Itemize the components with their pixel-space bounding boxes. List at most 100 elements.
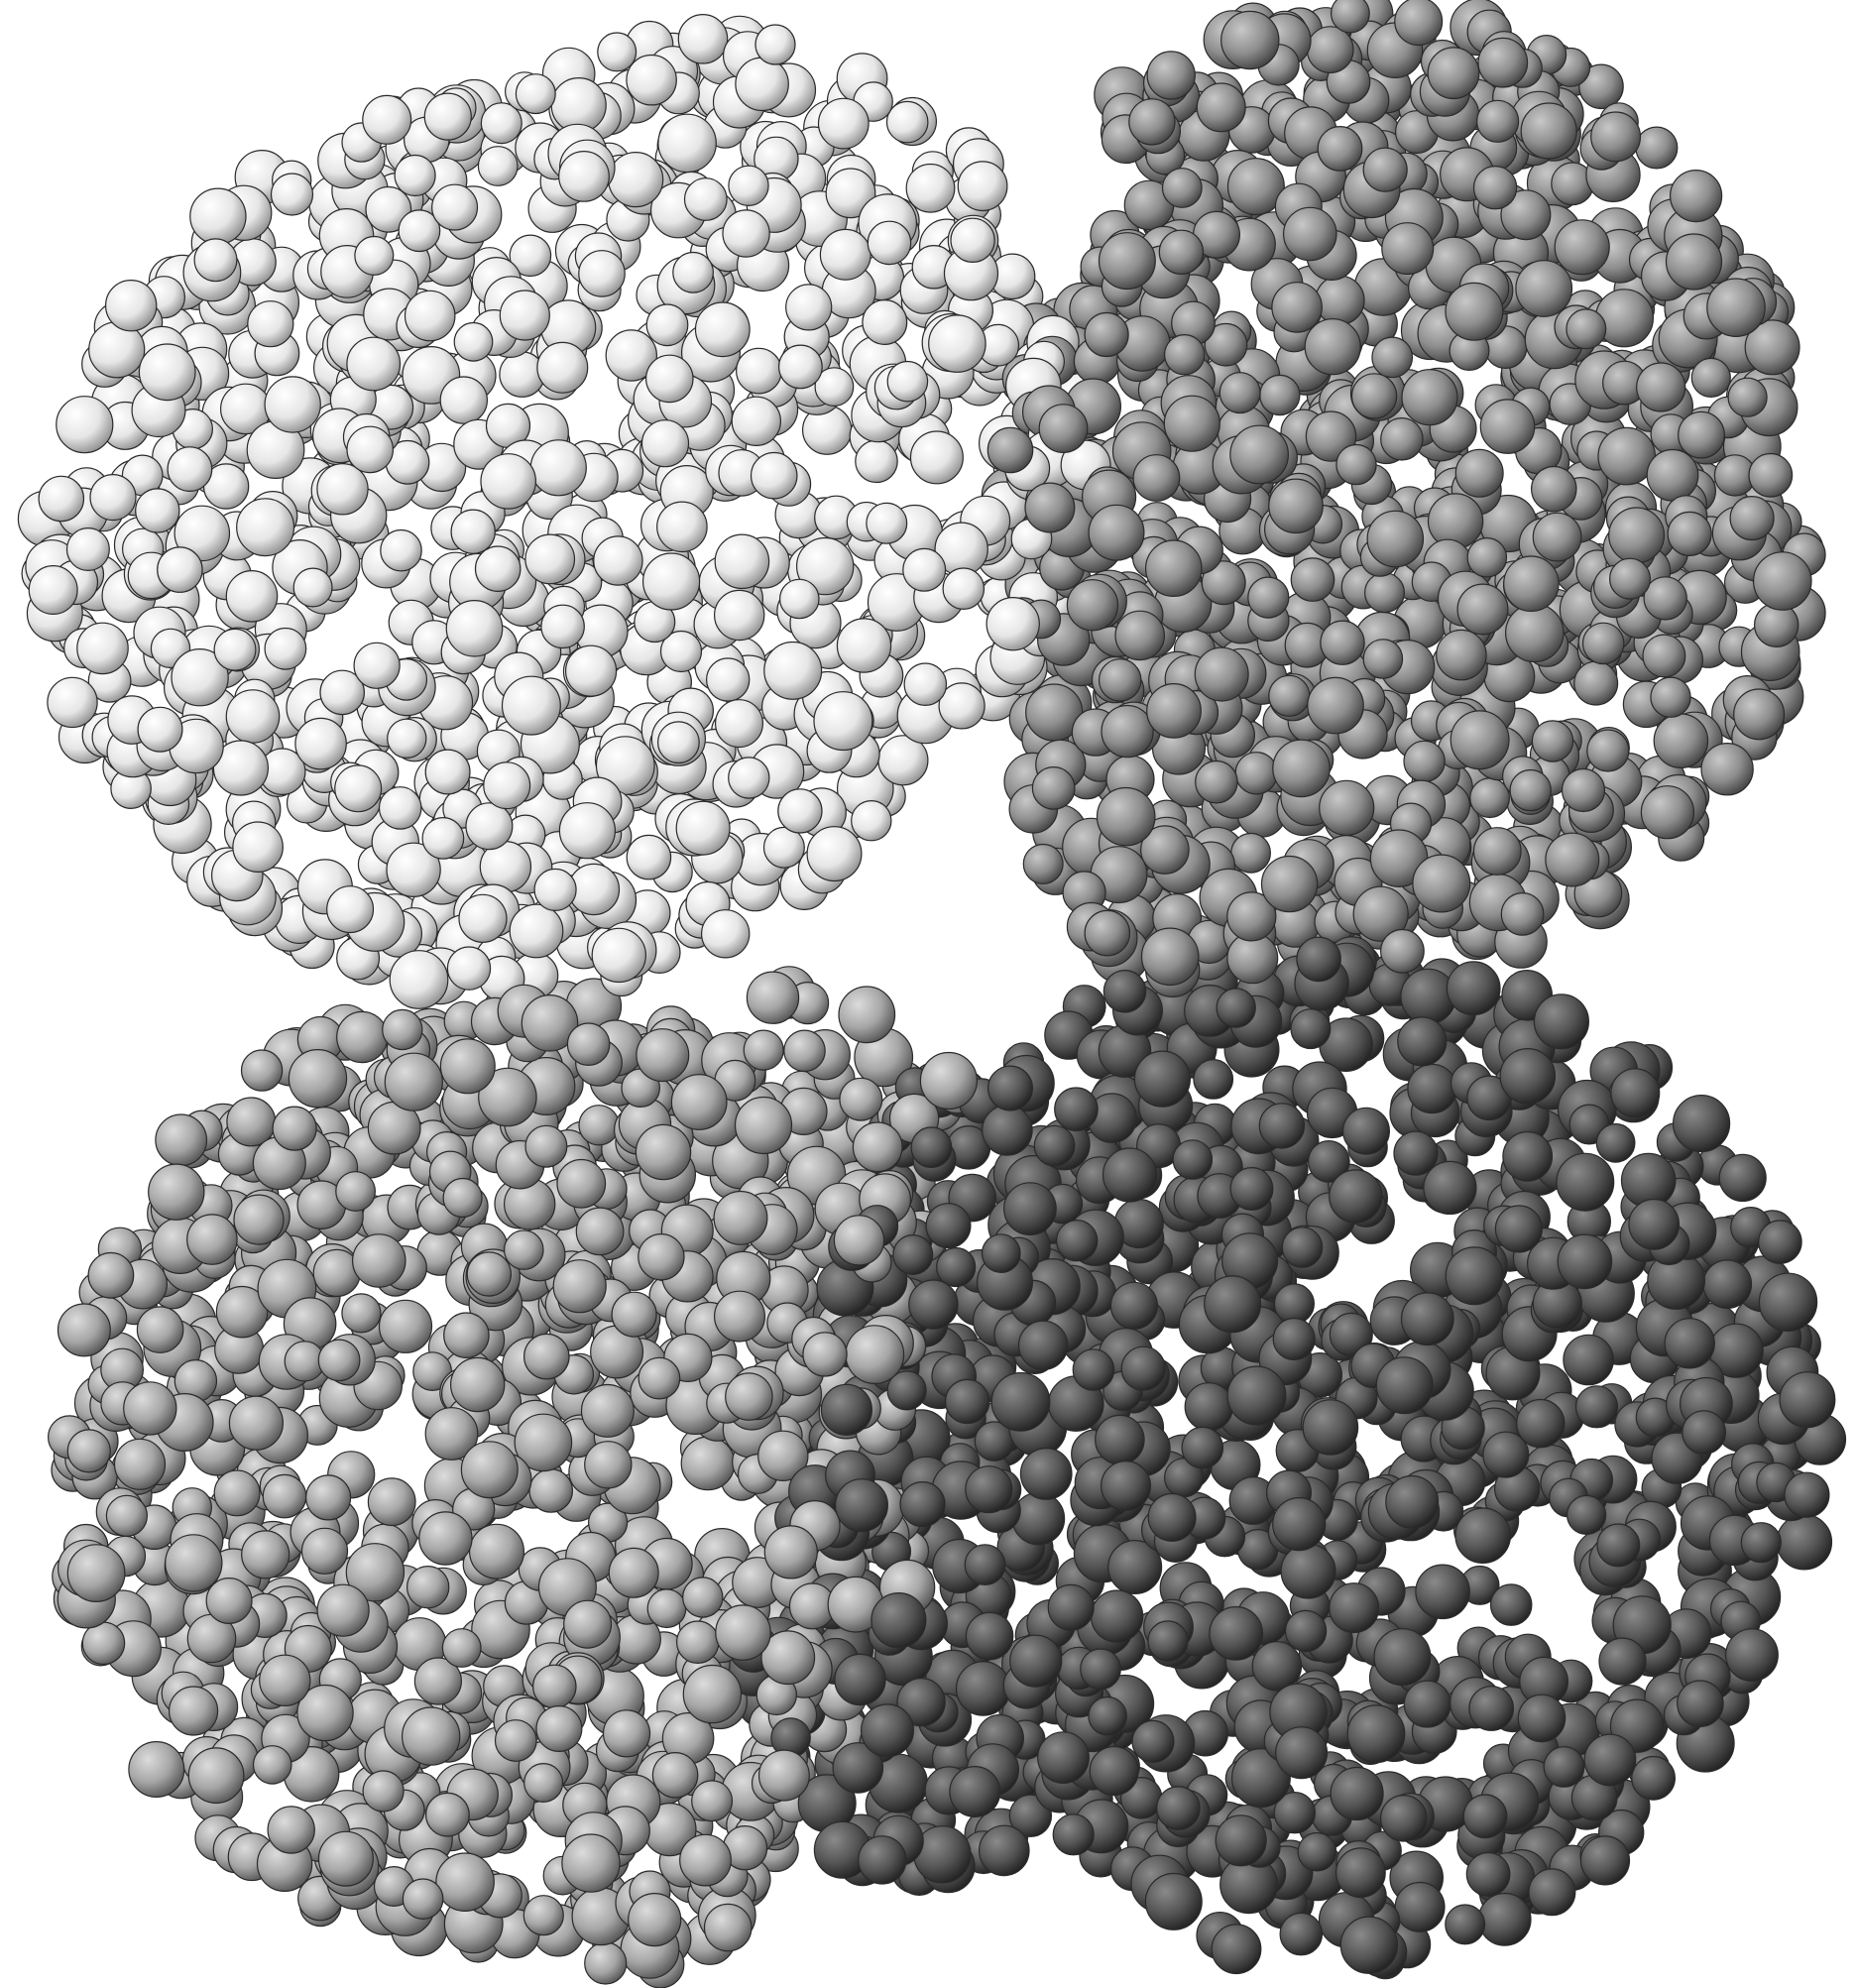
atom-sphere bbox=[1362, 147, 1408, 192]
atom-sphere bbox=[524, 533, 576, 585]
atom-sphere bbox=[1146, 683, 1202, 739]
atom-sphere bbox=[1643, 576, 1687, 621]
atom-sphere bbox=[762, 826, 805, 869]
atom-sphere bbox=[1776, 1513, 1833, 1571]
atom-sphere bbox=[335, 1171, 377, 1212]
atom-sphere bbox=[1729, 495, 1775, 541]
atom-sphere bbox=[236, 498, 295, 557]
atom-sphere bbox=[1394, 1881, 1446, 1932]
atom-sphere bbox=[1466, 536, 1508, 578]
atom-sphere bbox=[232, 821, 284, 874]
atom-sphere bbox=[1456, 583, 1509, 636]
atom-sphere bbox=[1272, 1496, 1327, 1552]
atom-sphere bbox=[205, 1577, 253, 1624]
atom-sphere bbox=[66, 1544, 126, 1602]
atom-sphere bbox=[1024, 482, 1076, 533]
atom-sphere bbox=[294, 717, 347, 770]
atom-sphere bbox=[714, 589, 765, 642]
atom-sphere bbox=[814, 367, 855, 408]
atom-sphere bbox=[902, 547, 947, 592]
atom-sphere bbox=[1509, 768, 1552, 812]
atom-sphere bbox=[1319, 779, 1375, 836]
atom-sphere bbox=[1702, 1259, 1753, 1310]
atom-sphere bbox=[540, 604, 585, 649]
atom-sphere bbox=[1019, 1447, 1073, 1500]
atom-sphere bbox=[1193, 1058, 1234, 1100]
atom-sphere bbox=[862, 299, 908, 346]
atom-sphere bbox=[903, 662, 948, 707]
atom-sphere bbox=[247, 300, 294, 348]
atom-sphere bbox=[1400, 1292, 1454, 1346]
atom-sphere bbox=[1072, 1348, 1115, 1391]
atom-sphere bbox=[942, 567, 986, 611]
atom-sphere bbox=[1516, 1398, 1566, 1449]
atom-sphere bbox=[135, 488, 180, 533]
atom-sphere bbox=[1528, 1868, 1576, 1917]
atom-sphere bbox=[334, 764, 383, 813]
atom-sphere bbox=[226, 1097, 277, 1147]
atom-sphere bbox=[1472, 827, 1522, 876]
atom-sphere bbox=[1517, 1694, 1567, 1743]
atom-sphere bbox=[1230, 1748, 1291, 1809]
atom-sphere bbox=[1450, 710, 1510, 770]
atom-sphere bbox=[734, 1096, 793, 1155]
atom-sphere bbox=[1653, 713, 1709, 769]
atom-sphere bbox=[288, 1048, 348, 1109]
atom-sphere bbox=[346, 336, 402, 392]
atom-sphere bbox=[1109, 1281, 1159, 1330]
atom-sphere bbox=[65, 526, 110, 571]
atom-sphere bbox=[252, 1745, 292, 1785]
atom-sphere bbox=[351, 1233, 406, 1288]
atom-sphere bbox=[757, 1749, 810, 1802]
atom-sphere bbox=[1055, 1219, 1099, 1262]
atom-sphere bbox=[1677, 1680, 1724, 1728]
atom-sphere bbox=[1090, 1589, 1144, 1643]
atom-sphere bbox=[382, 1008, 423, 1051]
atom-sphere bbox=[657, 721, 700, 764]
atom-sphere bbox=[362, 94, 412, 145]
atom-sphere bbox=[1753, 551, 1812, 611]
atom-sphere bbox=[896, 1677, 946, 1727]
atom-sphere bbox=[834, 1653, 886, 1706]
atom-sphere bbox=[860, 1703, 914, 1758]
atom-sphere bbox=[833, 1215, 885, 1266]
atom-sphere bbox=[783, 1029, 826, 1073]
atom-sphere bbox=[1445, 1904, 1486, 1945]
atom-sphere bbox=[89, 474, 137, 522]
atom-sphere bbox=[1533, 994, 1590, 1050]
atom-sphere bbox=[982, 1105, 1033, 1156]
atom-sphere bbox=[757, 1430, 809, 1482]
atom-sphere bbox=[1147, 1620, 1189, 1662]
atom-sphere bbox=[1468, 1686, 1515, 1731]
atom-sphere bbox=[1098, 232, 1156, 291]
atom-sphere bbox=[1445, 1246, 1504, 1306]
atom-sphere bbox=[852, 1121, 903, 1173]
atom-sphere bbox=[1003, 1182, 1057, 1235]
atom-sphere bbox=[899, 1480, 946, 1528]
atom-sphere bbox=[866, 502, 908, 544]
atom-sphere bbox=[319, 669, 366, 716]
atom-sphere bbox=[1700, 743, 1754, 796]
atom-sphere bbox=[1748, 452, 1794, 498]
atom-sphere bbox=[1033, 1124, 1076, 1167]
atom-sphere bbox=[524, 1124, 568, 1168]
atom-sphere bbox=[682, 1577, 724, 1618]
atom-sphere bbox=[1230, 832, 1271, 874]
atom-sphere bbox=[1462, 1794, 1508, 1839]
atom-sphere bbox=[1690, 357, 1731, 398]
atom-sphere bbox=[986, 597, 1040, 651]
atom-sphere bbox=[1594, 289, 1655, 348]
atom-sphere bbox=[1733, 688, 1786, 741]
atom-sphere bbox=[536, 341, 589, 394]
atom-sphere bbox=[296, 1684, 354, 1742]
atom-sphere bbox=[728, 757, 770, 799]
atom-sphere bbox=[1131, 1719, 1175, 1764]
atom-sphere bbox=[533, 868, 577, 912]
atom-sphere bbox=[155, 1113, 208, 1167]
atom-sphere bbox=[439, 1038, 496, 1095]
atom-sphere bbox=[987, 1065, 1033, 1111]
atom-sphere bbox=[1640, 785, 1695, 840]
atom-sphere bbox=[1445, 282, 1504, 341]
atom-sphere bbox=[423, 92, 472, 141]
atom-sphere bbox=[754, 24, 796, 65]
